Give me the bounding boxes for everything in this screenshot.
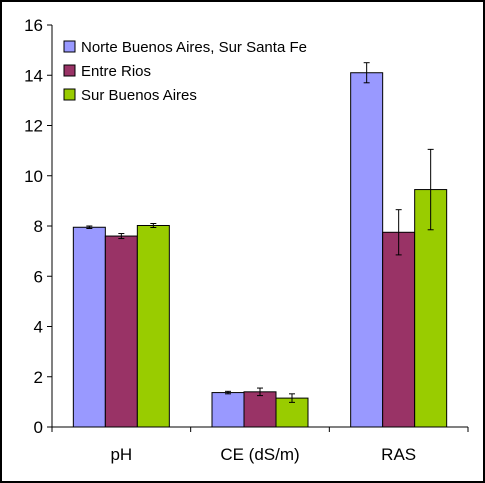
- y-tick-label: 0: [34, 418, 43, 437]
- bar: [275, 397, 309, 428]
- bar: [382, 231, 416, 428]
- bar: [243, 391, 277, 428]
- y-tick-label: 2: [34, 368, 43, 387]
- bar: [350, 72, 384, 428]
- bar: [104, 235, 138, 428]
- legend-swatch: [63, 88, 76, 101]
- x-tick-label: CE (dS/m): [220, 445, 299, 464]
- bar: [136, 224, 170, 428]
- bar: [72, 226, 106, 428]
- y-tick-label: 6: [34, 267, 43, 286]
- x-tick-label: pH: [110, 445, 132, 464]
- legend-swatch: [63, 64, 76, 77]
- y-tick-label: 8: [34, 217, 43, 236]
- legend-swatch: [63, 40, 76, 53]
- legend: Norte Buenos Aires, Sur Santa Fe Entre Ri…: [63, 39, 307, 104]
- error-bars-layer: [86, 62, 434, 403]
- y-tick-label: 16: [24, 16, 43, 35]
- x-tick-label: RAS: [381, 445, 416, 464]
- y-tick-label: 4: [34, 318, 43, 337]
- axes-layer: pH CE (dS/m) RAS 0 2 4 6 8 10 12 14 16: [24, 16, 469, 464]
- bars-layer: [72, 72, 448, 428]
- y-tick-label: 10: [24, 167, 43, 186]
- legend-label: Entre Rios: [81, 63, 151, 80]
- legend-label: Norte Buenos Aires, Sur Santa Fe: [81, 39, 307, 56]
- y-tick-label: 12: [24, 117, 43, 136]
- y-tick-label: 14: [24, 66, 43, 85]
- legend-label: Sur Buenos Aires: [81, 87, 197, 104]
- bar: [211, 392, 245, 428]
